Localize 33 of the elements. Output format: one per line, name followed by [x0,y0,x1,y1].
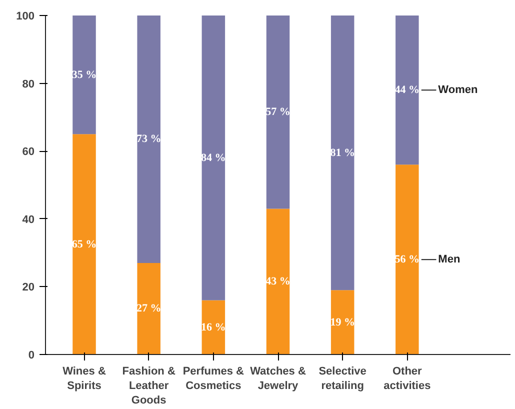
y-tick-label: 60 [22,146,35,158]
x-tick-label: Wines & Spirits [62,366,106,392]
x-tick-label: Perfumes & Cosmetics [182,366,244,392]
series-label: Women [438,84,478,96]
bar [266,16,290,209]
data-label: 65 % [72,238,97,250]
data-label: 19 % [330,316,355,328]
bar [137,16,160,263]
y-tick-label: 40 [22,214,35,226]
y-tick-label: 20 [22,282,35,294]
bar [396,16,419,165]
bar [72,134,96,354]
data-label: 35 % [72,68,97,81]
data-label: 56 % [394,254,420,266]
x-tick-label: Watches & Jewelry [250,366,306,392]
bar [330,290,354,354]
data-label: 73 % [136,133,162,146]
data-label: 44 % [394,84,420,96]
x-tick-label: Selective retailing [318,366,366,392]
series-label: Men [438,254,460,266]
bar [137,262,160,354]
bar [202,300,226,354]
bar [396,164,419,354]
y-tick-label: 0 [28,350,35,362]
bar [266,208,290,354]
y-tick-label: 100 [16,10,35,22]
y-tick-label: 80 [22,78,35,90]
x-tick-label: Other activities [384,366,431,392]
bar [330,16,354,290]
x-tick-label: Fashion & Leather Goods [122,366,176,406]
bar [202,16,226,300]
bar [72,16,96,134]
data-label: 27 % [136,302,162,315]
